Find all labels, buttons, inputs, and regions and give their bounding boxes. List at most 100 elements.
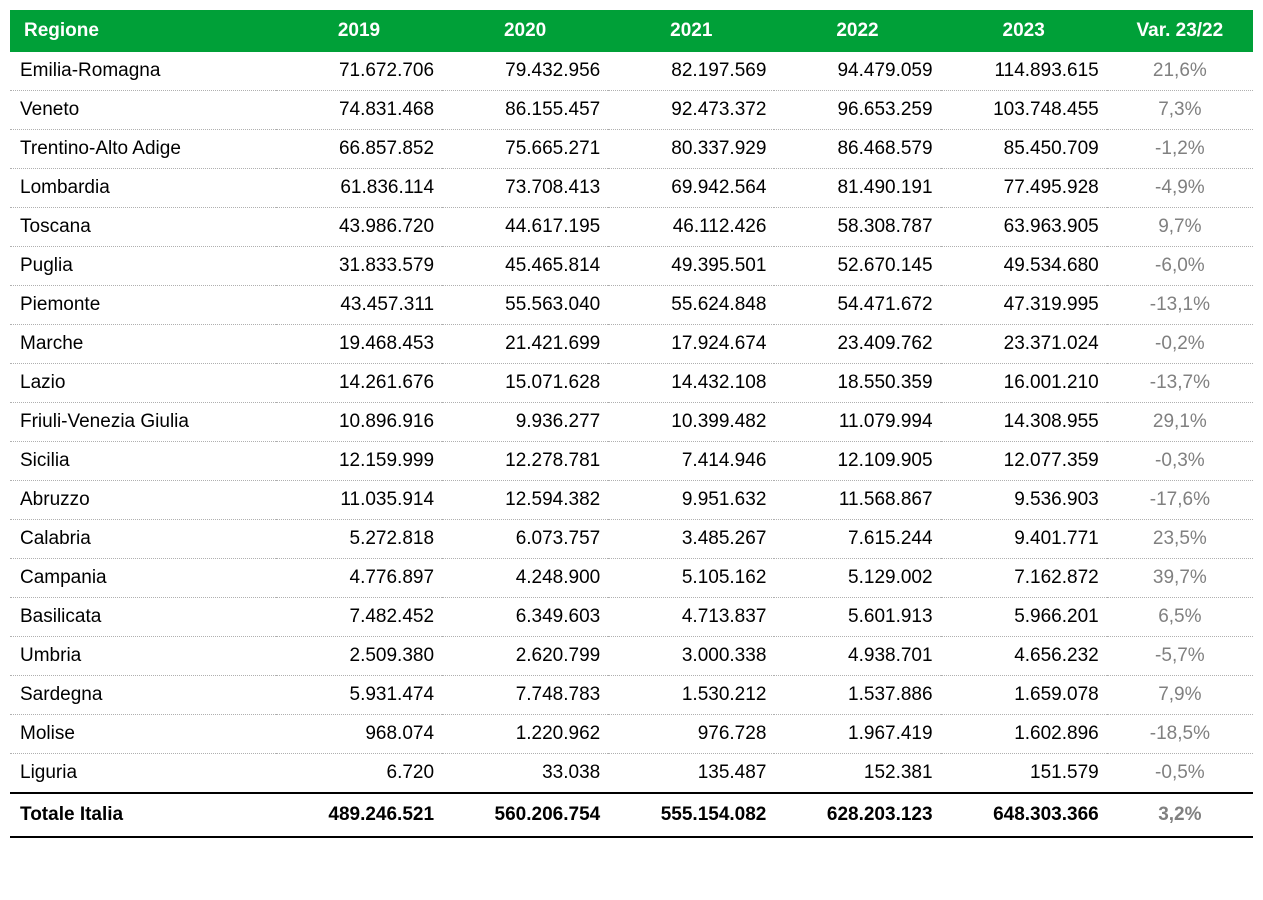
cell-2023: 16.001.210 xyxy=(941,364,1107,403)
cell-region: Sicilia xyxy=(10,442,276,481)
cell-2023: 12.077.359 xyxy=(941,442,1107,481)
cell-2019: 66.857.852 xyxy=(276,130,442,169)
cell-2023: 114.893.615 xyxy=(941,52,1107,91)
cell-2022: 86.468.579 xyxy=(774,130,940,169)
cell-2022: 54.471.672 xyxy=(774,286,940,325)
cell-2019: 7.482.452 xyxy=(276,598,442,637)
cell-2021: 14.432.108 xyxy=(608,364,774,403)
cell-region: Umbria xyxy=(10,637,276,676)
cell-2023: 63.963.905 xyxy=(941,208,1107,247)
cell-2020: 45.465.814 xyxy=(442,247,608,286)
cell-2022: 7.615.244 xyxy=(774,520,940,559)
cell-2022: 81.490.191 xyxy=(774,169,940,208)
cell-region: Molise xyxy=(10,715,276,754)
cell-2020: 73.708.413 xyxy=(442,169,608,208)
cell-2020: 79.432.956 xyxy=(442,52,608,91)
cell-2021: 1.530.212 xyxy=(608,676,774,715)
cell-2022: 52.670.145 xyxy=(774,247,940,286)
cell-2021: 55.624.848 xyxy=(608,286,774,325)
cell-2023: 5.966.201 xyxy=(941,598,1107,637)
cell-region: Puglia xyxy=(10,247,276,286)
cell-2020: 7.748.783 xyxy=(442,676,608,715)
cell-2020: 75.665.271 xyxy=(442,130,608,169)
total-2023: 648.303.366 xyxy=(941,793,1107,837)
cell-2020: 2.620.799 xyxy=(442,637,608,676)
cell-2019: 19.468.453 xyxy=(276,325,442,364)
cell-var: 6,5% xyxy=(1107,598,1253,637)
cell-2019: 6.720 xyxy=(276,754,442,794)
total-label: Totale Italia xyxy=(10,793,276,837)
table-row: Veneto74.831.46886.155.45792.473.37296.6… xyxy=(10,91,1253,130)
region-data-table: Regione 2019 2020 2021 2022 2023 Var. 23… xyxy=(10,10,1253,838)
cell-2022: 94.479.059 xyxy=(774,52,940,91)
cell-2021: 3.000.338 xyxy=(608,637,774,676)
col-header-var: Var. 23/22 xyxy=(1107,10,1253,52)
table-row: Toscana43.986.72044.617.19546.112.42658.… xyxy=(10,208,1253,247)
cell-2022: 96.653.259 xyxy=(774,91,940,130)
cell-var: -0,5% xyxy=(1107,754,1253,794)
cell-2019: 10.896.916 xyxy=(276,403,442,442)
cell-2022: 11.079.994 xyxy=(774,403,940,442)
cell-var: -0,3% xyxy=(1107,442,1253,481)
cell-2019: 74.831.468 xyxy=(276,91,442,130)
cell-var: -0,2% xyxy=(1107,325,1253,364)
cell-2023: 1.602.896 xyxy=(941,715,1107,754)
cell-2020: 1.220.962 xyxy=(442,715,608,754)
cell-2021: 80.337.929 xyxy=(608,130,774,169)
table-row: Trentino-Alto Adige66.857.85275.665.2718… xyxy=(10,130,1253,169)
cell-2019: 61.836.114 xyxy=(276,169,442,208)
total-2020: 560.206.754 xyxy=(442,793,608,837)
total-var: 3,2% xyxy=(1107,793,1253,837)
cell-2019: 71.672.706 xyxy=(276,52,442,91)
cell-2023: 9.536.903 xyxy=(941,481,1107,520)
cell-2023: 103.748.455 xyxy=(941,91,1107,130)
cell-region: Friuli-Venezia Giulia xyxy=(10,403,276,442)
table-row: Piemonte43.457.31155.563.04055.624.84854… xyxy=(10,286,1253,325)
cell-2019: 31.833.579 xyxy=(276,247,442,286)
cell-2021: 49.395.501 xyxy=(608,247,774,286)
cell-2020: 33.038 xyxy=(442,754,608,794)
col-header-region: Regione xyxy=(10,10,276,52)
cell-region: Emilia-Romagna xyxy=(10,52,276,91)
cell-2023: 4.656.232 xyxy=(941,637,1107,676)
cell-2022: 58.308.787 xyxy=(774,208,940,247)
cell-var: -13,1% xyxy=(1107,286,1253,325)
cell-2021: 5.105.162 xyxy=(608,559,774,598)
cell-2020: 6.073.757 xyxy=(442,520,608,559)
cell-2020: 6.349.603 xyxy=(442,598,608,637)
cell-var: 29,1% xyxy=(1107,403,1253,442)
cell-var: -18,5% xyxy=(1107,715,1253,754)
cell-2023: 7.162.872 xyxy=(941,559,1107,598)
cell-region: Calabria xyxy=(10,520,276,559)
cell-region: Liguria xyxy=(10,754,276,794)
cell-var: 21,6% xyxy=(1107,52,1253,91)
table-row: Lombardia61.836.11473.708.41369.942.5648… xyxy=(10,169,1253,208)
cell-2021: 9.951.632 xyxy=(608,481,774,520)
table-row: Basilicata7.482.4526.349.6034.713.8375.6… xyxy=(10,598,1253,637)
cell-2023: 23.371.024 xyxy=(941,325,1107,364)
cell-2021: 92.473.372 xyxy=(608,91,774,130)
cell-2023: 14.308.955 xyxy=(941,403,1107,442)
cell-region: Piemonte xyxy=(10,286,276,325)
cell-2022: 18.550.359 xyxy=(774,364,940,403)
cell-2022: 5.129.002 xyxy=(774,559,940,598)
cell-var: -6,0% xyxy=(1107,247,1253,286)
cell-2019: 12.159.999 xyxy=(276,442,442,481)
cell-2021: 10.399.482 xyxy=(608,403,774,442)
cell-2019: 968.074 xyxy=(276,715,442,754)
cell-2019: 5.272.818 xyxy=(276,520,442,559)
cell-2022: 1.967.419 xyxy=(774,715,940,754)
cell-2020: 12.594.382 xyxy=(442,481,608,520)
table-row: Puglia31.833.57945.465.81449.395.50152.6… xyxy=(10,247,1253,286)
cell-var: -5,7% xyxy=(1107,637,1253,676)
table-row: Abruzzo11.035.91412.594.3829.951.63211.5… xyxy=(10,481,1253,520)
cell-var: -17,6% xyxy=(1107,481,1253,520)
cell-region: Marche xyxy=(10,325,276,364)
cell-2021: 46.112.426 xyxy=(608,208,774,247)
cell-2022: 1.537.886 xyxy=(774,676,940,715)
table-row: Campania4.776.8974.248.9005.105.1625.129… xyxy=(10,559,1253,598)
cell-var: 7,3% xyxy=(1107,91,1253,130)
cell-region: Basilicata xyxy=(10,598,276,637)
cell-2023: 77.495.928 xyxy=(941,169,1107,208)
cell-region: Sardegna xyxy=(10,676,276,715)
